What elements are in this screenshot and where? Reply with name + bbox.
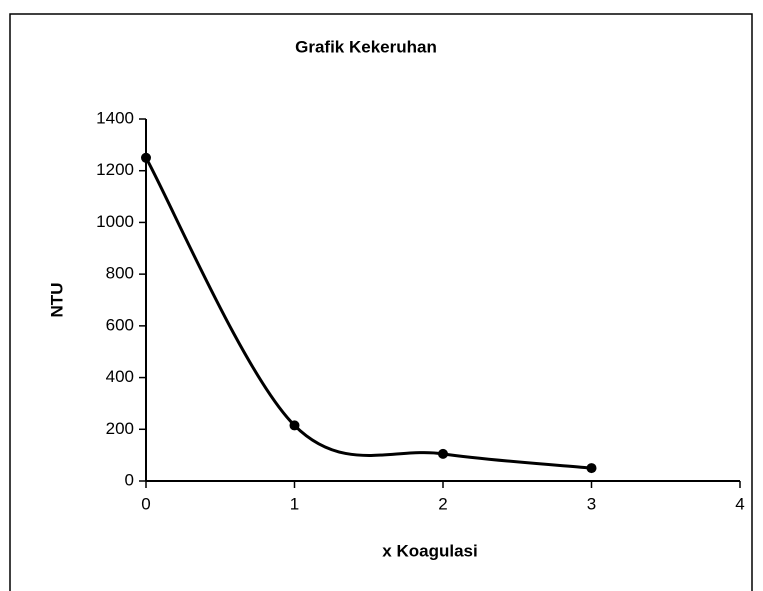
y-tick-label: 1200 (96, 160, 134, 179)
chart-frame (9, 13, 753, 591)
chart-title: Grafik Kekeruhan (295, 37, 437, 56)
data-point (141, 152, 151, 163)
x-tick-label: 2 (438, 494, 447, 513)
y-tick-label: 1000 (96, 212, 134, 231)
x-tick-label: 4 (735, 494, 744, 513)
data-point (438, 448, 448, 459)
data-line (144, 157, 592, 470)
x-axis-label: x Koagulasi (382, 541, 477, 560)
y-tick-label: 200 (106, 419, 134, 438)
y-axis-label: NTU (47, 283, 66, 318)
y-tick-label: 400 (106, 367, 134, 386)
y-tick-label: 0 (125, 470, 134, 489)
data-point (586, 463, 597, 474)
y-tick-label: 1400 (96, 108, 134, 127)
y-tick-label: 800 (106, 264, 134, 283)
x-tick-label: 3 (587, 494, 596, 513)
x-tick-label: 1 (290, 494, 299, 513)
data-point (289, 420, 300, 431)
y-tick-label: 600 (106, 315, 134, 334)
x-tick-label: 0 (141, 494, 150, 513)
